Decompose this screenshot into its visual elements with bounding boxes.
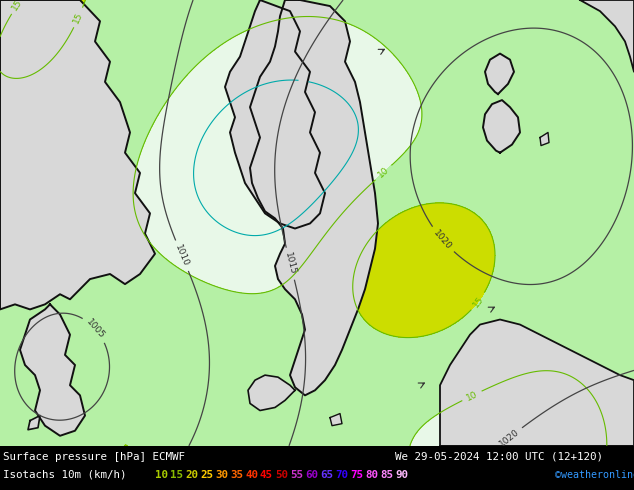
Text: 30: 30	[215, 470, 228, 480]
Text: We 29-05-2024 12:00 UTC (12+120): We 29-05-2024 12:00 UTC (12+120)	[395, 452, 603, 462]
Polygon shape	[440, 319, 634, 446]
Text: 15: 15	[72, 10, 85, 24]
Text: 1015: 1015	[283, 251, 297, 276]
Text: 10: 10	[465, 389, 479, 402]
Text: Surface pressure [hPa] ECMWF: Surface pressure [hPa] ECMWF	[3, 452, 185, 462]
Text: ©weatheronline.co.uk: ©weatheronline.co.uk	[555, 470, 634, 480]
Polygon shape	[540, 132, 549, 146]
Text: 10: 10	[155, 470, 168, 480]
Text: 1020: 1020	[497, 427, 521, 448]
Text: 85: 85	[380, 470, 393, 480]
Polygon shape	[485, 53, 514, 94]
Polygon shape	[218, 0, 300, 408]
Text: 40: 40	[245, 470, 258, 480]
Polygon shape	[20, 304, 85, 436]
Polygon shape	[248, 375, 295, 411]
Text: 10: 10	[376, 166, 391, 180]
Text: 1020: 1020	[432, 228, 453, 251]
Polygon shape	[28, 416, 40, 430]
Text: 15: 15	[471, 294, 486, 309]
Text: 1010: 1010	[173, 244, 191, 268]
Polygon shape	[225, 0, 325, 228]
Polygon shape	[580, 0, 634, 72]
Text: 50: 50	[275, 470, 288, 480]
Text: Isotachs 10m (km/h): Isotachs 10m (km/h)	[3, 470, 127, 480]
Text: 35: 35	[230, 470, 243, 480]
Text: 60: 60	[305, 470, 318, 480]
Text: 75: 75	[350, 470, 363, 480]
Text: 25: 25	[200, 470, 213, 480]
Polygon shape	[483, 100, 520, 153]
Text: 80: 80	[365, 470, 378, 480]
Text: 1005: 1005	[84, 318, 107, 341]
Text: 65: 65	[320, 470, 333, 480]
Text: 20: 20	[185, 470, 198, 480]
Text: 45: 45	[260, 470, 273, 480]
Text: 70: 70	[335, 470, 348, 480]
Polygon shape	[250, 0, 378, 395]
Text: 55: 55	[290, 470, 303, 480]
Polygon shape	[0, 0, 155, 309]
Polygon shape	[330, 414, 342, 426]
Text: 90: 90	[395, 470, 408, 480]
Text: 15: 15	[170, 470, 183, 480]
Text: 15: 15	[11, 0, 24, 12]
